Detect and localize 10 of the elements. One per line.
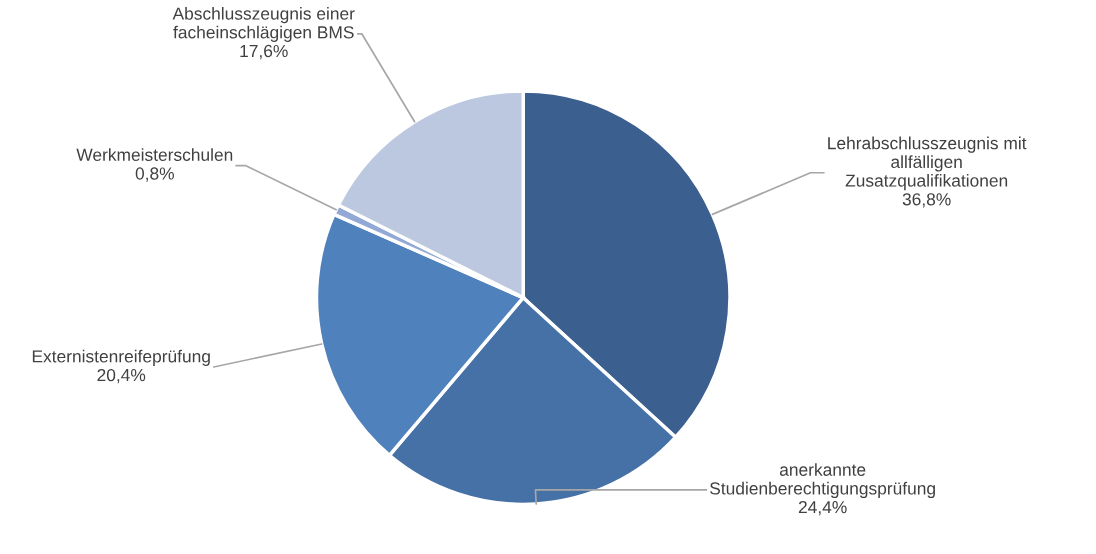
- data-label: 20,4%: [97, 368, 146, 384]
- slice-label: Lehrabschlusszeugnis mit allfälligen Zusatzqualifikationen: [828, 136, 1027, 191]
- slice-label: Abschlusszeugnis einer facheinschlägigen BMS: [172, 7, 355, 42]
- data-label: 17,6%: [240, 44, 288, 60]
- slice-label: Externistenreifeprüfung: [32, 349, 210, 366]
- slice-label: anerkannte Studienberechtigungsprüfung: [710, 463, 935, 499]
- data-label: 36,8%: [902, 193, 951, 208]
- slice-label: Werkmeisterschulen: [76, 148, 233, 161]
- data-label: 24,4%: [798, 500, 847, 516]
- data-label: 0,8%: [135, 167, 174, 182]
